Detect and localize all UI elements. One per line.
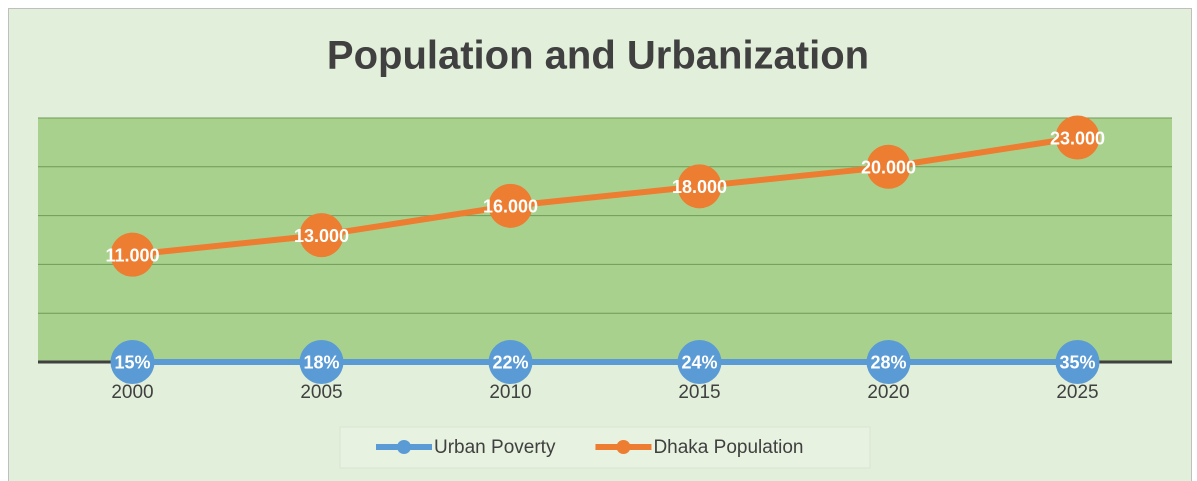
- data-label: 28%: [870, 353, 906, 373]
- data-label: 18.000: [672, 177, 727, 197]
- x-tick-label: 2005: [300, 382, 342, 403]
- marker: [299, 339, 344, 384]
- marker: [1055, 339, 1100, 384]
- marker: [677, 164, 722, 209]
- data-label: 23.000: [1050, 128, 1105, 148]
- legend-label: Urban Poverty: [434, 437, 556, 458]
- data-label: 13.000: [294, 226, 349, 246]
- data-label: 11.000: [105, 245, 159, 265]
- data-label: 16.000: [483, 197, 538, 217]
- legend-label: Dhaka Population: [653, 437, 803, 458]
- chart-title: Population and Urbanization: [327, 34, 869, 78]
- marker: [110, 339, 155, 384]
- marker: [866, 339, 911, 384]
- x-tick-label: 2015: [678, 382, 720, 403]
- marker: [677, 339, 722, 384]
- series-line: [132, 134, 1078, 258]
- data-label: 15%: [114, 353, 150, 373]
- data-label: 20.000: [861, 158, 916, 178]
- marker: [1055, 115, 1100, 160]
- marker: [110, 232, 155, 277]
- x-tick-label: 2010: [489, 382, 531, 403]
- legend-marker: [616, 440, 631, 454]
- marker: [866, 144, 911, 189]
- marker: [488, 183, 533, 228]
- marker: [488, 339, 533, 384]
- marker: [299, 213, 344, 258]
- plot-area: [38, 118, 1172, 362]
- data-label: 18%: [303, 353, 339, 373]
- x-tick-label: 2025: [1056, 382, 1098, 403]
- data-label: 35%: [1059, 353, 1095, 373]
- legend-marker: [397, 440, 411, 454]
- x-tick-label: 2000: [111, 382, 153, 403]
- data-label: 24%: [681, 353, 717, 373]
- data-label: 22%: [492, 353, 528, 373]
- x-tick-label: 2020: [867, 382, 909, 403]
